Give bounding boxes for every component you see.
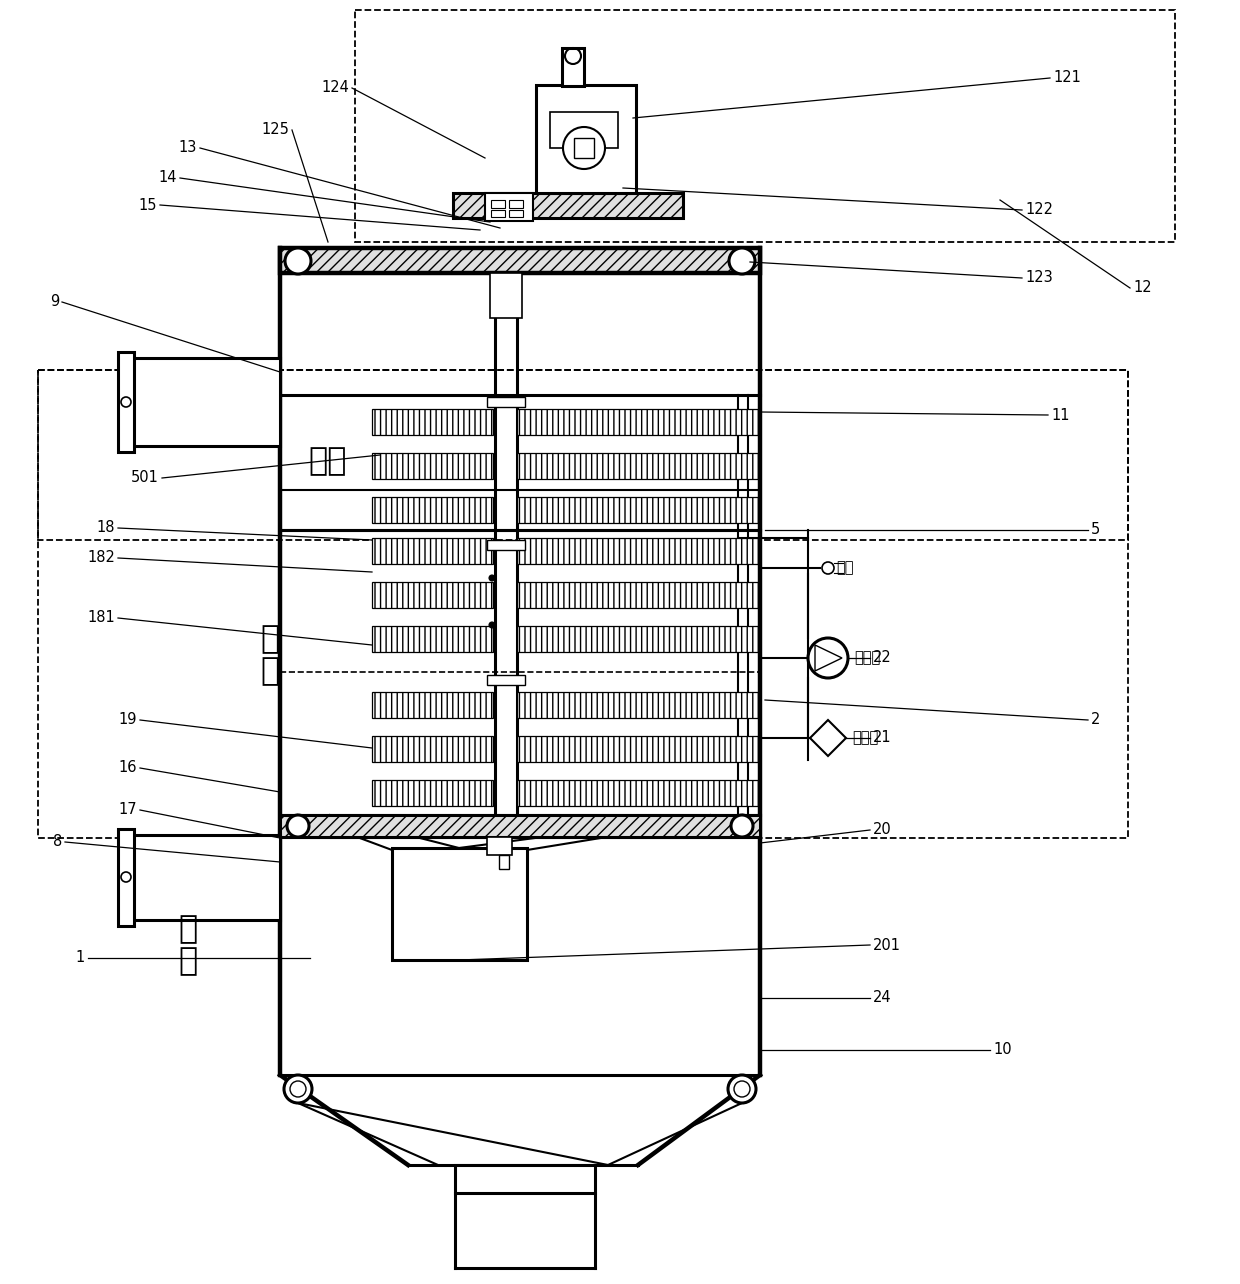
Text: 循环泵: 循环泵	[854, 651, 880, 665]
Circle shape	[563, 127, 605, 169]
Bar	[118, 352, 134, 452]
Text: 19: 19	[119, 713, 136, 728]
Circle shape	[285, 248, 311, 273]
Bar	[38, 370, 1128, 541]
Bar	[498, 855, 508, 869]
Bar	[131, 835, 280, 921]
Bar	[372, 582, 494, 609]
Bar	[392, 847, 527, 960]
Bar	[487, 675, 525, 684]
Bar	[487, 541, 525, 550]
Bar	[372, 779, 494, 806]
Bar	[280, 248, 760, 273]
Circle shape	[286, 815, 309, 837]
Text: 过滤器: 过滤器	[852, 731, 878, 746]
Text: 加药: 加药	[836, 561, 853, 575]
Polygon shape	[810, 720, 846, 756]
Circle shape	[489, 621, 495, 628]
Circle shape	[729, 248, 755, 273]
Text: 20: 20	[873, 823, 892, 837]
Circle shape	[732, 815, 753, 837]
Bar	[536, 85, 636, 193]
Text: 124: 124	[321, 81, 348, 95]
Bar	[490, 273, 522, 318]
Text: 182: 182	[87, 551, 115, 565]
Bar	[574, 137, 594, 158]
Text: 17: 17	[118, 802, 136, 818]
Bar	[517, 582, 758, 609]
Bar	[508, 211, 523, 217]
Bar	[453, 193, 683, 218]
Bar	[280, 815, 760, 837]
Text: 201: 201	[873, 937, 901, 953]
Bar	[517, 410, 758, 435]
Text: 16: 16	[119, 760, 136, 776]
Text: 5: 5	[1091, 523, 1100, 538]
Text: 122: 122	[1025, 203, 1053, 217]
Bar	[38, 370, 1128, 838]
Circle shape	[808, 638, 848, 678]
Bar	[517, 736, 758, 761]
Text: 22: 22	[873, 651, 892, 665]
Bar	[455, 1165, 595, 1193]
Bar	[517, 538, 758, 564]
Bar	[517, 453, 758, 479]
Bar	[517, 497, 758, 523]
Text: 13: 13	[179, 140, 197, 155]
Text: 21: 21	[873, 731, 892, 746]
Text: 11: 11	[1052, 407, 1069, 422]
Text: 脱: 脱	[260, 624, 279, 656]
Bar	[372, 410, 494, 435]
Bar	[372, 538, 494, 564]
Text: 脱水: 脱水	[308, 447, 346, 478]
Text: 硫: 硫	[260, 656, 279, 687]
Bar	[372, 627, 494, 652]
Text: 24: 24	[873, 990, 892, 1005]
Bar	[517, 692, 758, 718]
Text: 125: 125	[262, 122, 289, 137]
Text: 12: 12	[1133, 280, 1152, 295]
Circle shape	[728, 1075, 756, 1103]
Bar	[372, 453, 494, 479]
Text: 123: 123	[1025, 271, 1053, 285]
Circle shape	[489, 575, 495, 580]
Text: 18: 18	[97, 520, 115, 535]
Bar	[508, 200, 523, 208]
Bar	[355, 10, 1176, 241]
Text: 尘: 尘	[179, 946, 197, 977]
Text: 15: 15	[139, 198, 157, 212]
Bar	[372, 692, 494, 718]
Text: 14: 14	[159, 171, 177, 185]
Text: 181: 181	[87, 610, 115, 625]
Circle shape	[284, 1075, 312, 1103]
Text: 121: 121	[1053, 71, 1081, 86]
Bar	[491, 200, 505, 208]
Bar	[372, 736, 494, 761]
Bar	[131, 358, 280, 446]
Text: 除: 除	[179, 914, 197, 945]
Bar	[517, 627, 758, 652]
Bar	[562, 48, 584, 86]
Bar	[372, 497, 494, 523]
Bar	[485, 193, 533, 221]
Bar	[517, 779, 758, 806]
Bar	[118, 829, 134, 926]
Text: 8: 8	[53, 835, 62, 850]
Text: 10: 10	[993, 1043, 1012, 1058]
Text: 501: 501	[131, 470, 159, 485]
Text: 1: 1	[76, 950, 86, 966]
Text: 2: 2	[1091, 713, 1100, 728]
Bar	[491, 211, 505, 217]
Text: 9: 9	[50, 294, 60, 309]
Bar	[487, 397, 525, 407]
Bar	[551, 112, 618, 148]
Bar	[487, 837, 512, 855]
